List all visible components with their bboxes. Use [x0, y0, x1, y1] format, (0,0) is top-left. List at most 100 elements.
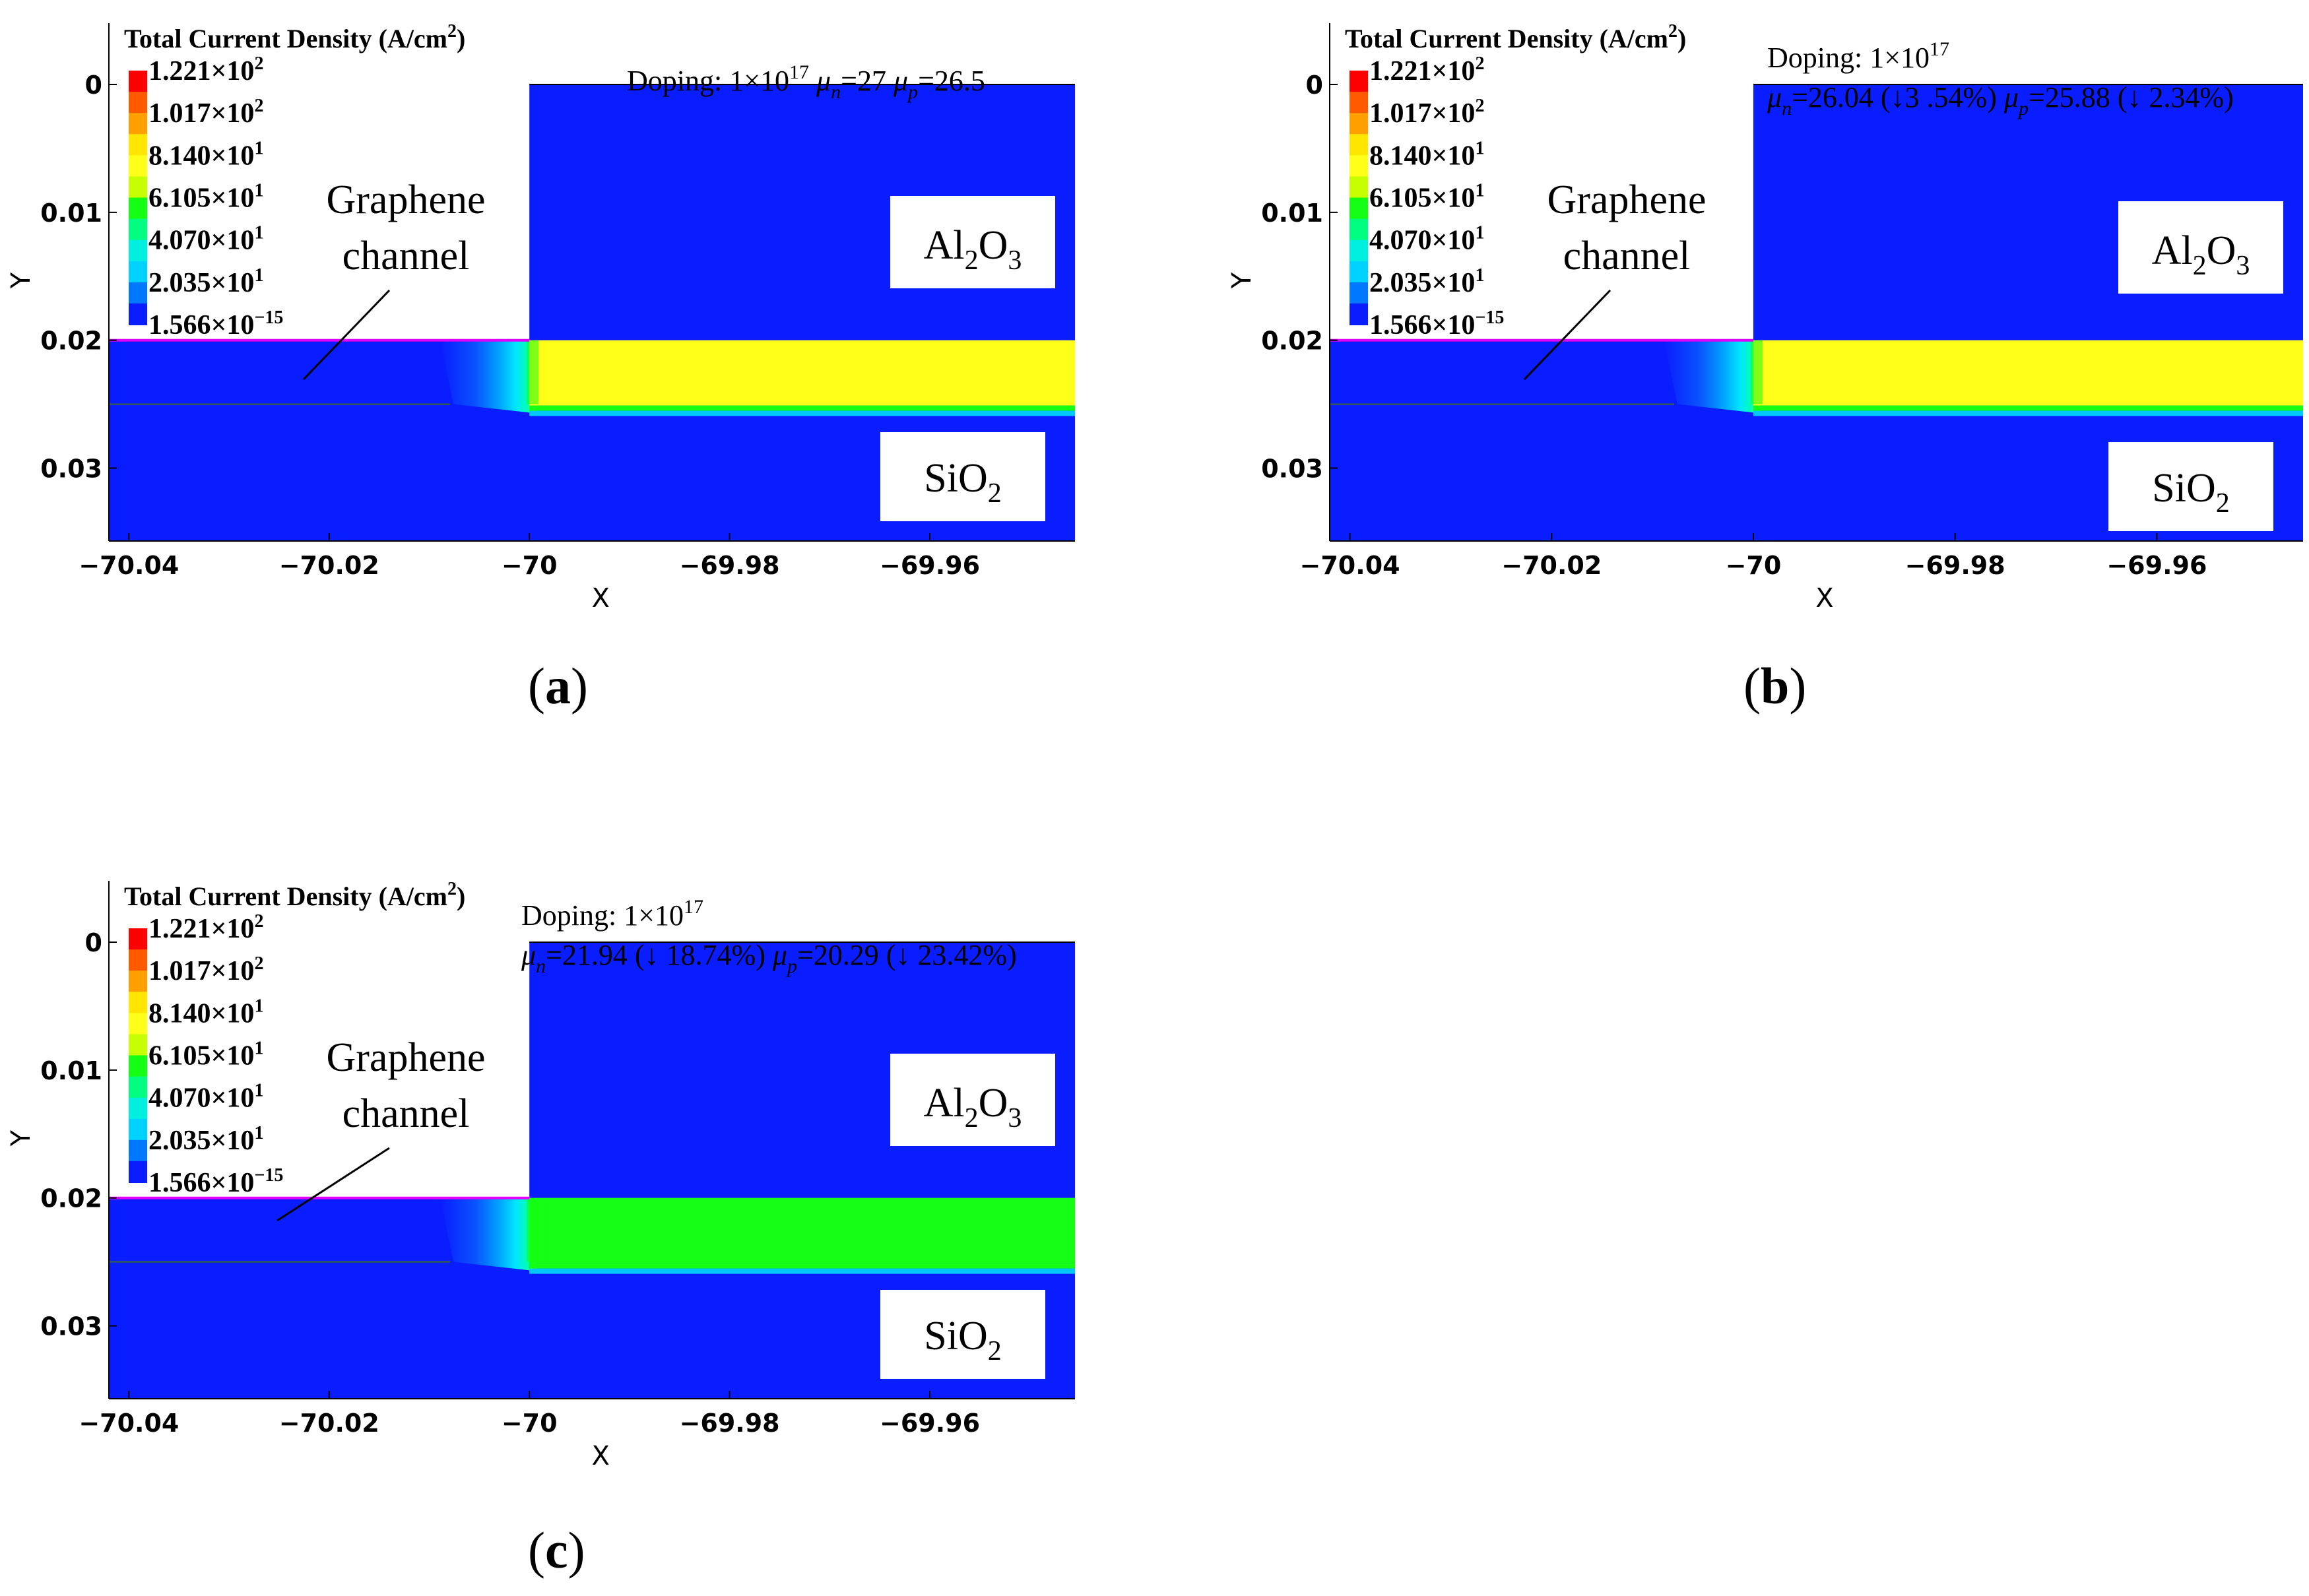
colorbar-segment	[129, 155, 147, 177]
y-tick-label: 0.01	[40, 199, 102, 228]
colorbar-segment	[129, 239, 147, 262]
colorbar-segment	[129, 992, 147, 1014]
y-tick-label: 0.02	[40, 327, 102, 356]
graphene-label: Graphene	[1547, 177, 1707, 222]
legend-entry: 1.566×10−15	[1369, 307, 1504, 340]
legend-entry: 4.070×101	[1369, 223, 1484, 256]
al2o3-label: Al2O3	[2152, 228, 2250, 281]
colorbar-segment	[129, 1161, 147, 1183]
colorbar-segment	[129, 92, 147, 114]
x-tick-label: −70.04	[79, 551, 179, 580]
legend-title: Total Current Density (A/cm2)	[124, 21, 465, 53]
x-tick-label: −70.02	[279, 551, 379, 580]
colorbar-segment	[1350, 155, 1368, 177]
colorbar-segment	[129, 71, 147, 93]
panel-b: −70.04 −70.02 −70 −69.98 −69.96 0 0.01 0.02 0.03…	[1221, 0, 2309, 660]
legend-entry: 1.221×102	[148, 911, 263, 944]
colorbar-segment	[129, 1076, 147, 1099]
x-tick-label: −69.98	[1905, 551, 2005, 580]
mobility-annotation: μn=21.94 (↓ 18.74%) μp=20.29 (↓ 23.42%)	[521, 939, 1017, 977]
legend-entry: 6.105×101	[148, 1038, 263, 1071]
heatmap-a: −70.04 −70.02 −70 −69.98 −69.96 0 0.01 0.02 0.03…	[6, 21, 1075, 614]
caption-b: (b)	[1743, 657, 1807, 715]
al2o3-label-box	[2118, 201, 2283, 294]
colorbar-segment	[129, 113, 147, 135]
y-tick-label: 0	[85, 928, 102, 957]
graphene-pointer-line	[302, 289, 391, 381]
channel-bottom-band-cyan	[529, 1268, 1075, 1274]
colorbar-segment	[1350, 92, 1368, 114]
x-tick-label: −69.96	[880, 551, 980, 580]
y-axis-label: Y	[6, 272, 36, 289]
caption-c: (c)	[528, 1521, 585, 1579]
legend-title: Total Current Density (A/cm2)	[124, 879, 465, 911]
colorbar-segment	[129, 971, 147, 993]
colorbar-segment	[129, 949, 147, 972]
legend-entry: 6.105×101	[1369, 181, 1484, 214]
x-tick-label: −70.02	[1501, 551, 1602, 580]
x-axis-label: X	[1815, 583, 1833, 614]
colorbar-segment	[1350, 239, 1368, 262]
legend-entry: 2.035×101	[148, 1123, 263, 1156]
x-tick-label: −70	[502, 1409, 558, 1438]
colorbar-segment	[1350, 218, 1368, 241]
colorbar-segment	[129, 134, 147, 156]
colorbar-segment	[1350, 282, 1368, 304]
sio2-label-box	[880, 1290, 1045, 1379]
colorbar-segment	[1350, 176, 1368, 199]
colorbar-segment	[129, 197, 147, 220]
y-tick-label: 0.03	[40, 1312, 102, 1341]
colorbar-segment	[129, 1097, 147, 1120]
colorbar-segment	[129, 1139, 147, 1162]
colorbar-segment	[129, 1055, 147, 1077]
doping-annotation: Doping: 1×1017	[1767, 38, 1949, 74]
colorbar-segment	[1350, 197, 1368, 220]
x-tick-label: −70.04	[1300, 551, 1400, 580]
x-axis-label: X	[591, 1441, 609, 1471]
y-axis-label: Y	[1227, 272, 1257, 289]
channel-edge-green	[527, 340, 539, 404]
doping-annotation: Doping: 1×1017	[521, 896, 703, 932]
al2o3-label: Al2O3	[924, 223, 1022, 276]
al2o3-label-box	[890, 196, 1055, 288]
colorbar-segment	[129, 176, 147, 199]
graphene-label: Graphene	[327, 177, 486, 222]
channel-conduction-region	[529, 1197, 1075, 1263]
colorbar-segment	[129, 1013, 147, 1035]
graphene-label: Graphene	[327, 1035, 486, 1080]
al2o3-label-box	[890, 1054, 1055, 1146]
graphene-label-2: channel	[1563, 234, 1691, 278]
legend-entry: 1.017×102	[148, 953, 263, 986]
y-tick-label: 0	[85, 71, 102, 100]
legend-entry: 6.105×101	[148, 181, 263, 214]
legend-entry: 2.035×101	[148, 265, 263, 298]
sio2-label: SiO2	[2152, 466, 2229, 519]
legend-entry: 8.140×101	[1369, 138, 1484, 171]
channel-bottom-band	[529, 1263, 1075, 1269]
legend-entry: 1.017×102	[1369, 96, 1484, 129]
graphene-label-2: channel	[342, 234, 470, 278]
colorbar-segment	[129, 218, 147, 241]
channel-edge-green	[527, 1197, 539, 1262]
channel-bottom-band	[1753, 405, 2303, 411]
legend-title: Total Current Density (A/cm2)	[1345, 21, 1686, 53]
sio2-label: SiO2	[924, 456, 1001, 509]
y-tick-label: 0.03	[40, 455, 102, 484]
panel-a: −70.04 −70.02 −70 −69.98 −69.96 0 0.01 0.02 0.03…	[0, 0, 1122, 660]
x-tick-label: −70	[1726, 551, 1782, 580]
channel-bottom-band	[529, 405, 1075, 411]
x-tick-label: −70	[502, 551, 558, 580]
graphene-label-2: channel	[342, 1091, 470, 1136]
colorbar-segment	[129, 261, 147, 283]
channel-transition-gradient	[440, 1197, 538, 1271]
colorbar-segment	[129, 928, 147, 951]
channel-conduction-region	[529, 340, 1075, 406]
y-tick-label: 0	[1306, 71, 1323, 100]
channel-bottom-band-cyan	[1753, 410, 2303, 416]
graphene-pointer-line	[276, 1147, 390, 1222]
sio2-label-box	[2108, 442, 2273, 531]
colorbar-segment	[1350, 134, 1368, 156]
al2o3-label: Al2O3	[924, 1081, 1022, 1133]
graphene-pointer-line	[1523, 289, 1611, 381]
sio2-label-box	[880, 432, 1045, 521]
